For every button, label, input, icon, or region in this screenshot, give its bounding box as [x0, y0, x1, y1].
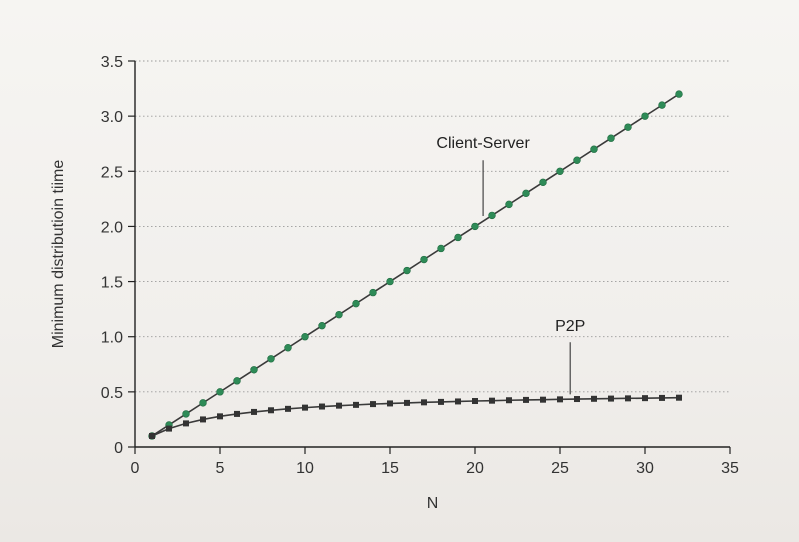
p2p-point — [676, 394, 682, 401]
client-server-point — [233, 377, 241, 385]
client-server-point — [420, 255, 428, 264]
client-server-point — [369, 288, 377, 297]
p2p-point — [608, 395, 614, 402]
p2p-point — [183, 420, 189, 427]
client-server-point — [641, 112, 649, 120]
client-server-point — [403, 266, 411, 275]
p2p-point — [285, 405, 291, 412]
client-server-point — [199, 399, 207, 407]
axes — [134, 61, 730, 448]
client-server-point — [318, 321, 326, 330]
x-ticks: 0 5 10 15 20 25 30 35 — [131, 447, 739, 477]
x-axis-title: N — [427, 495, 439, 512]
p2p-point — [489, 397, 495, 404]
p2p-point — [642, 395, 648, 402]
y-tick-label: 2.0 — [101, 219, 123, 236]
y-tick-label: 3.0 — [101, 109, 123, 126]
p2p-point — [149, 432, 155, 439]
client-server-point — [488, 211, 496, 220]
x-tick-label: 30 — [636, 460, 654, 477]
p2p-point — [234, 410, 240, 417]
p2p-point — [506, 397, 512, 404]
y-tick-label: 2.5 — [101, 164, 123, 181]
p2p-point — [217, 413, 223, 420]
client-server-point — [182, 410, 190, 418]
p2p-point — [251, 408, 257, 415]
y-tick-label: 3.5 — [101, 54, 123, 71]
client-server-point — [573, 156, 581, 164]
y-ticks: 0 0.5 1.0 1.5 2.0 2.5 3.0 3.5 — [101, 54, 135, 457]
client-server-point — [386, 277, 394, 286]
client-server-point — [471, 222, 479, 231]
y-tick-label: 0.5 — [101, 385, 123, 402]
client-server-line — [151, 93, 680, 437]
p2p-point — [302, 404, 308, 411]
p2p-point — [557, 396, 563, 403]
p2p-point — [540, 396, 546, 403]
p2p-point — [166, 425, 172, 432]
x-tick-label: 25 — [551, 460, 569, 477]
client-server-point — [437, 244, 445, 253]
client-server-point — [556, 167, 564, 175]
p2p-point — [659, 394, 665, 401]
x-tick-label: 5 — [216, 460, 225, 477]
client-server-point — [335, 310, 343, 319]
p2p-point — [200, 416, 206, 423]
p2p-point — [574, 396, 580, 403]
client-server-point — [454, 233, 462, 242]
client-server-point — [505, 200, 513, 209]
client-server-point — [250, 366, 258, 374]
client-server-point — [352, 299, 360, 308]
y-axis-title: Minimum distributioin tiime — [50, 160, 67, 349]
p2p-point — [472, 398, 478, 405]
p2p-point — [523, 396, 529, 403]
client-server-point — [267, 355, 275, 363]
client-server-point — [216, 388, 224, 396]
p2p-point — [625, 395, 631, 402]
client-server-point — [539, 178, 547, 187]
client-server-point — [590, 145, 598, 153]
p2p-point — [370, 401, 376, 408]
p2p-point — [353, 401, 359, 408]
y-tick-label: 1.0 — [101, 330, 123, 347]
x-tick-label: 10 — [296, 460, 314, 477]
x-tick-label: 20 — [466, 460, 484, 477]
series-p2p — [149, 394, 682, 439]
p2p-point — [319, 403, 325, 410]
p2p-point — [268, 407, 274, 414]
p2p-point — [591, 395, 597, 402]
p2p-point — [438, 398, 444, 405]
p2p-point — [336, 402, 342, 409]
x-tick-label: 0 — [131, 460, 140, 477]
client-server-point — [607, 134, 615, 142]
series-client-server — [148, 90, 683, 440]
p2p-point — [455, 398, 461, 405]
p2p-point — [387, 400, 393, 407]
y-tick-label: 1.5 — [101, 275, 123, 292]
x-tick-label: 35 — [721, 460, 739, 477]
p2p-point — [404, 399, 410, 406]
y-tick-label: 0 — [114, 440, 123, 457]
client-server-point — [284, 344, 292, 352]
client-server-point — [658, 101, 666, 109]
p2p-label: P2P — [555, 318, 585, 335]
client-server-point — [624, 123, 632, 131]
client-server-point — [301, 333, 309, 341]
x-tick-label: 15 — [381, 460, 399, 477]
client-server-label: Client-Server — [436, 135, 530, 152]
grid — [135, 60, 730, 393]
client-server-point — [675, 90, 683, 98]
p2p-point — [421, 399, 427, 406]
p2p-line — [151, 396, 680, 437]
client-server-point — [522, 189, 530, 198]
